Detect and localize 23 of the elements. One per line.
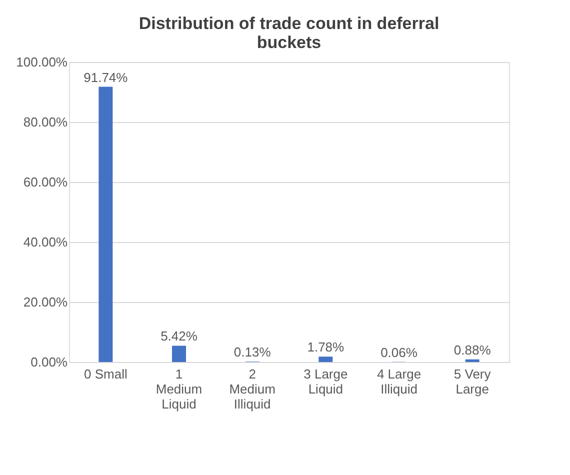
x-tick-label: 5 Very Large: [454, 366, 492, 396]
data-label: 0.06%: [380, 344, 418, 360]
y-tick-label: 100.00%: [16, 54, 68, 70]
data-label: 1.78%: [307, 340, 345, 355]
y-tick-label: 80.00%: [23, 114, 68, 130]
x-tick-label: 2 Medium Illiquid: [229, 366, 276, 412]
data-label: 91.74%: [84, 70, 128, 85]
y-tick-label: 20.00%: [23, 294, 68, 310]
bar: [465, 359, 480, 362]
x-tick-label: 0 Small: [84, 366, 128, 382]
data-label: 5.42%: [160, 328, 198, 344]
data-label: 0.88%: [454, 342, 492, 358]
y-tick-label: 40.00%: [23, 234, 68, 250]
bar: [98, 86, 113, 362]
bar: [172, 346, 186, 362]
bar: [318, 356, 333, 362]
y-tick-label: 0.00%: [30, 354, 68, 370]
y-tick-label: 60.00%: [23, 174, 68, 190]
data-label: 0.13%: [234, 344, 272, 360]
chart-title: Distribution of trade count in deferral buckets: [138, 14, 440, 52]
x-tick-label: 3 Large Liquid: [304, 366, 348, 396]
x-tick-label: 1 Medium Liquid: [156, 366, 202, 412]
x-tick-label: 4 Large Illiquid: [376, 366, 422, 396]
